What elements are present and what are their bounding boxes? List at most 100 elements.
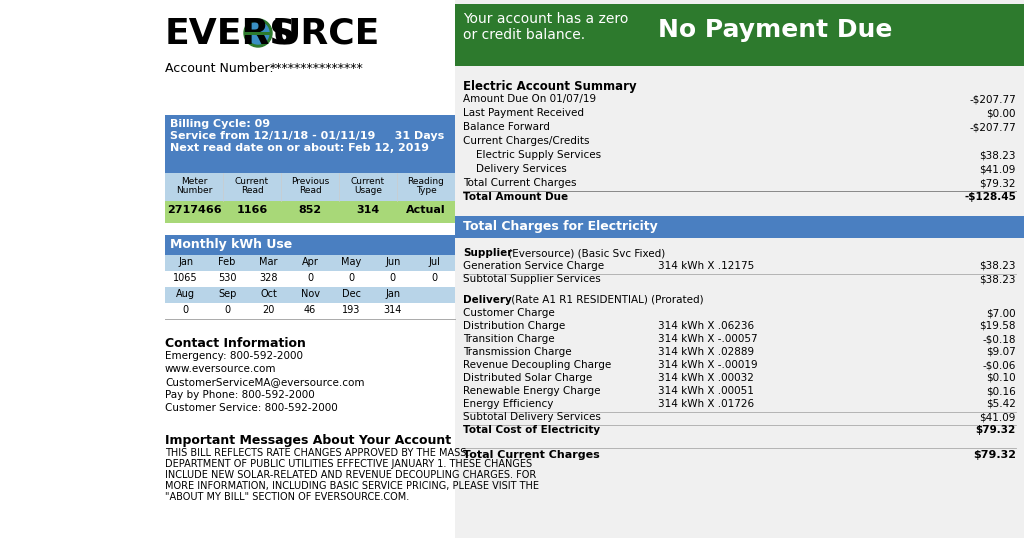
Text: May: May [341,257,361,267]
Text: ***************: *************** [270,62,364,75]
Text: 314 kWh X .00051: 314 kWh X .00051 [658,386,754,396]
Text: 314 kWh X -.00019: 314 kWh X -.00019 [658,360,758,370]
Text: $41.09: $41.09 [980,164,1016,174]
Text: Service from 12/11/18 - 01/11/19     31 Days: Service from 12/11/18 - 01/11/19 31 Days [170,131,444,141]
Text: DEPARTMENT OF PUBLIC UTILITIES EFFECTIVE JANUARY 1. THESE CHANGES: DEPARTMENT OF PUBLIC UTILITIES EFFECTIVE… [165,459,532,469]
Text: $38.23: $38.23 [980,150,1016,160]
Text: 46: 46 [304,305,316,315]
Text: Your account has a zero
or credit balance.: Your account has a zero or credit balanc… [463,12,629,42]
Text: Jun: Jun [385,257,400,267]
Text: 314 kWh X .12175: 314 kWh X .12175 [658,261,755,271]
Text: 314 kWh X .02889: 314 kWh X .02889 [658,347,754,357]
Text: Previous: Previous [291,177,329,186]
Bar [455,4,1024,66]
Text: Sep: Sep [218,289,237,299]
Text: URCE: URCE [272,17,380,51]
Circle shape [247,22,269,44]
Text: Usage: Usage [354,186,382,195]
Bar [165,271,455,287]
Text: $0.00: $0.00 [986,108,1016,118]
Text: 2717466: 2717466 [167,205,221,215]
Text: Supplier: Supplier [463,248,512,258]
Text: -$207.77: -$207.77 [970,94,1016,104]
Text: -$207.77: -$207.77 [970,122,1016,132]
Text: Pay by Phone: 800-592-2000: Pay by Phone: 800-592-2000 [165,390,314,400]
Bar [244,32,272,34]
Text: -$0.18: -$0.18 [982,334,1016,344]
Text: Nov: Nov [300,289,319,299]
Text: Feb: Feb [218,257,236,267]
Bar [165,201,455,223]
Text: Number: Number [176,186,212,195]
Text: $0.10: $0.10 [986,373,1016,383]
Text: $41.09: $41.09 [980,412,1016,422]
Text: Balance Forward: Balance Forward [463,122,550,132]
Text: Oct: Oct [260,289,278,299]
Text: (Rate A1 R1 RESIDENTIAL) (Prorated): (Rate A1 R1 RESIDENTIAL) (Prorated) [508,295,703,305]
Text: Last Payment Received: Last Payment Received [463,108,584,118]
Bar [165,173,455,201]
Text: Current: Current [351,177,385,186]
Bar [165,235,455,255]
Text: 314 kWh X .00032: 314 kWh X .00032 [658,373,754,383]
Text: www.eversource.com: www.eversource.com [165,364,276,374]
Text: Electric Account Summary: Electric Account Summary [463,80,637,93]
Text: -$0.06: -$0.06 [983,360,1016,370]
Text: Apr: Apr [301,257,318,267]
Text: 328: 328 [259,273,278,283]
Text: Current Charges/Credits: Current Charges/Credits [463,136,590,146]
Text: $9.07: $9.07 [986,347,1016,357]
Text: Renewable Energy Charge: Renewable Energy Charge [463,386,600,396]
Text: Transition Charge: Transition Charge [463,334,555,344]
Text: Amount Due On 01/07/19: Amount Due On 01/07/19 [463,94,596,104]
Text: Reading: Reading [408,177,444,186]
Bar [0,0,455,538]
Bar [165,115,455,173]
Text: Jan: Jan [178,257,194,267]
Text: Total Amount Due: Total Amount Due [463,192,568,202]
Text: Monthly kWh Use: Monthly kWh Use [170,238,292,251]
Text: Total Current Charges: Total Current Charges [463,450,600,460]
Text: $7.00: $7.00 [986,308,1016,318]
Text: 530: 530 [218,273,237,283]
Circle shape [244,19,272,47]
Text: Contact Information: Contact Information [165,337,306,350]
Text: 314 kWh X .06236: 314 kWh X .06236 [658,321,754,331]
Text: 852: 852 [298,205,322,215]
Text: $0.16: $0.16 [986,386,1016,396]
Text: 0: 0 [182,305,188,315]
Text: Read: Read [299,186,322,195]
Bar [455,216,1024,238]
Text: Actual: Actual [407,205,445,215]
Text: -$128.45: -$128.45 [965,192,1016,202]
Text: 314: 314 [356,205,380,215]
Text: $79.32: $79.32 [976,425,1016,435]
Bar [165,255,455,271]
Text: 314: 314 [384,305,402,315]
Text: Important Messages About Your Account: Important Messages About Your Account [165,434,452,447]
Text: INCLUDE NEW SOLAR-RELATED AND REVENUE DECOUPLING CHARGES. FOR: INCLUDE NEW SOLAR-RELATED AND REVENUE DE… [165,470,537,480]
Text: 0: 0 [307,273,313,283]
Text: Jul: Jul [428,257,440,267]
Text: Delivery: Delivery [463,295,512,305]
Text: $79.32: $79.32 [980,178,1016,188]
Text: 0: 0 [431,273,437,283]
Text: THIS BILL REFLECTS RATE CHANGES APPROVED BY THE MASS.: THIS BILL REFLECTS RATE CHANGES APPROVED… [165,448,469,458]
Text: Delivery Services: Delivery Services [463,164,566,174]
Text: Jan: Jan [385,289,400,299]
Text: $5.42: $5.42 [986,399,1016,409]
Text: Total Charges for Electricity: Total Charges for Electricity [463,220,657,233]
Text: (Eversource) (Basic Svc Fixed): (Eversource) (Basic Svc Fixed) [505,248,666,258]
Text: Electric Supply Services: Electric Supply Services [463,150,601,160]
Text: Total Cost of Electricity: Total Cost of Electricity [463,425,600,435]
Text: 314 kWh X -.00057: 314 kWh X -.00057 [658,334,758,344]
Text: MORE INFORMATION, INCLUDING BASIC SERVICE PRICING, PLEASE VISIT THE: MORE INFORMATION, INCLUDING BASIC SERVIC… [165,481,539,491]
Text: Energy Efficiency: Energy Efficiency [463,399,553,409]
Text: Meter: Meter [181,177,207,186]
Text: Generation Service Charge: Generation Service Charge [463,261,604,271]
Text: Distribution Charge: Distribution Charge [463,321,565,331]
Text: Customer Service: 800-592-2000: Customer Service: 800-592-2000 [165,403,338,413]
Text: No Payment Due: No Payment Due [658,18,892,42]
Text: Type: Type [416,186,436,195]
Text: Read: Read [241,186,263,195]
